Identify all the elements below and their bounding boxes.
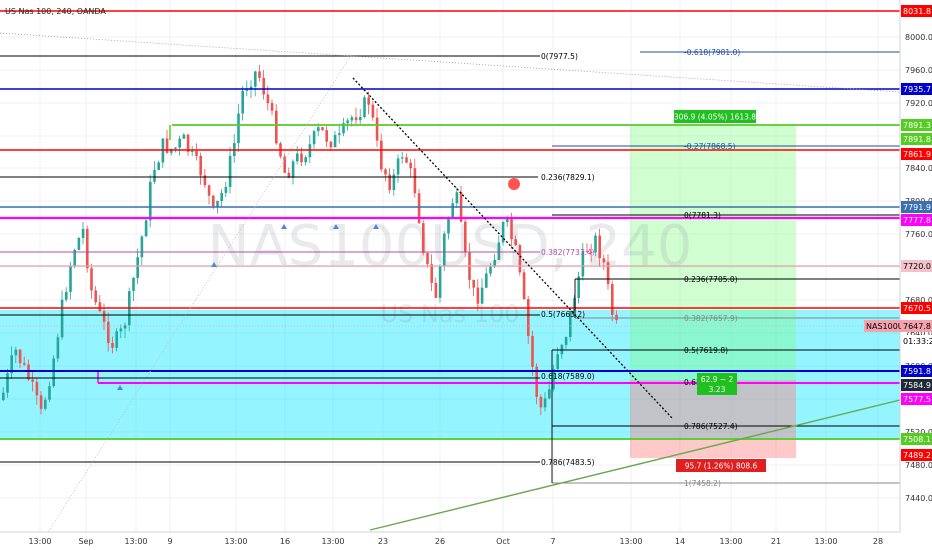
price-tag: 7720.0	[903, 262, 931, 271]
price-tag-bg	[901, 5, 932, 17]
price-tag-bg	[901, 214, 932, 226]
price-tag: 7861.9	[903, 150, 931, 159]
fib-label: -0.618(7981.0)	[684, 48, 740, 57]
y-tick-label: 7480.0	[905, 461, 932, 470]
price-tag-bg	[901, 320, 932, 332]
price-tag: 7935.7	[903, 85, 931, 94]
x-tick-label: 13:00	[719, 537, 742, 546]
position-stop-label: 95.7 (1.26%) 808.6	[676, 459, 766, 472]
price-tag: 8031.8	[903, 7, 931, 16]
fib-label: 0.618(7589.0)	[541, 372, 595, 381]
fib-label: 0(7781.3)	[684, 211, 721, 220]
fib-label: 0.5(7663.2)	[541, 310, 585, 319]
price-tag-bg	[901, 260, 932, 272]
position-target-zone[interactable]	[630, 126, 796, 380]
fib-label: 0.382(7737.4)	[541, 248, 595, 257]
fibonacci-lines	[0, 51, 900, 484]
y-tick-label: 7520.0	[905, 428, 932, 437]
x-tick-label: 28	[873, 537, 883, 546]
fib-label: 0.786(7483.5)	[541, 458, 595, 467]
fib-label: 0.5(7619.8)	[684, 346, 728, 355]
x-tick-label: Oct	[496, 537, 510, 546]
price-tag: 7508.1	[903, 435, 931, 444]
x-tick-label: 13:00	[28, 537, 51, 546]
price-tag-bg	[901, 133, 932, 145]
y-tick-label: 8000.0	[905, 33, 932, 42]
price-tag-bg	[901, 393, 932, 405]
position-target-label: 306.9 (4.05%) 1613.8	[674, 110, 756, 123]
svg-text:95.7 (1.26%) 808.6: 95.7 (1.26%) 808.6	[685, 462, 758, 471]
y-tick-label: 7840.0	[905, 164, 932, 173]
arrow-up-markers	[117, 224, 379, 390]
x-tick-label: 13:00	[814, 537, 837, 546]
y-tick-label: 7680.0	[905, 296, 932, 305]
y-tick-label: 7960.0	[905, 66, 932, 75]
price-tag-bg	[901, 201, 932, 213]
price-tag-bg	[901, 302, 932, 314]
price-axis[interactable]: 8000.07960.07920.07880.07840.07800.07760…	[864, 0, 932, 532]
x-tick-label: 13:00	[124, 537, 147, 546]
svg-text:3.23: 3.23	[709, 385, 726, 394]
highlight-marker	[508, 178, 520, 190]
time-axis[interactable]: 13:00 Sep 13:00 9 13:00 16 13:00 23 26 Oct 7 13:00 1…	[0, 531, 932, 550]
svg-text:62.9 ~ 2: 62.9 ~ 2	[701, 375, 734, 384]
trend-lines	[0, 32, 901, 546]
price-tag-bg	[901, 379, 932, 391]
y-tick-label: 7640.0	[905, 329, 932, 338]
price-tag: 01:33:21	[903, 337, 932, 346]
x-tick-label: 7	[550, 537, 555, 546]
price-tag: 7647.8	[903, 322, 931, 331]
x-tick-label: 13:00	[321, 537, 344, 546]
y-tick-label: 7920.0	[905, 99, 932, 108]
y-tick-label: 7440.0	[905, 494, 932, 503]
x-tick-label: 16	[280, 537, 290, 546]
price-tag: 7577.5	[903, 395, 931, 404]
fib-label: 0.786(7527.4)	[684, 422, 738, 431]
price-tag: 7584.9	[903, 381, 931, 390]
price-tag-bg	[901, 83, 932, 95]
price-tag-bg	[901, 433, 932, 445]
fib-label: 0.382(7657.9)	[684, 314, 738, 323]
price-tag-bg	[901, 449, 932, 461]
price-tag: 7891.8	[903, 135, 931, 144]
price-tag: 7891.3	[903, 121, 931, 130]
fib-labels: 0(7977.5) -0.618(7981.0) -0.27(7868.5) 0…	[541, 48, 740, 488]
price-tag-bg	[901, 148, 932, 160]
price-tag: 7777.8	[903, 216, 931, 225]
price-tag: NAS100USD	[866, 322, 915, 331]
position-ratio-label: 62.9 ~ 2 3.23	[697, 373, 737, 395]
support-zone	[0, 310, 900, 440]
fib-label: 0.236(7705.0)	[684, 275, 738, 284]
x-tick-label: 14	[675, 537, 685, 546]
fib-label: 0(7977.5)	[541, 52, 578, 61]
x-tick-label: 13:00	[619, 537, 642, 546]
x-tick-label: 21	[771, 537, 781, 546]
fib-label: -0.27(7868.5)	[684, 142, 736, 151]
watermark-name: US Nas 100	[380, 300, 519, 328]
partial-fib-label: 0.61	[684, 378, 701, 387]
x-tick-label: 26	[435, 537, 445, 546]
price-tag: 7489.2	[903, 451, 931, 460]
price-tag-bg	[901, 335, 932, 347]
price-tag-bg	[901, 365, 932, 377]
price-tag-bg	[901, 119, 932, 131]
horizontal-levels	[0, 10, 900, 440]
x-tick-label: 23	[378, 537, 388, 546]
chart-title: US Nas 100, 240, OANDA	[5, 7, 106, 16]
y-tick-label: 7760.0	[905, 230, 932, 239]
fib-label: 1(7458.2)	[684, 479, 721, 488]
x-tick-label: 13:00	[224, 537, 247, 546]
svg-text:306.9 (4.05%) 1613.8: 306.9 (4.05%) 1613.8	[674, 113, 756, 122]
price-tag: 7791.9	[903, 203, 931, 212]
price-tag-bg	[864, 320, 901, 332]
x-tick-label: 9	[167, 537, 172, 546]
x-tick-label: Sep	[78, 537, 93, 546]
price-tag: 7591.8	[903, 367, 931, 376]
fib-label: 0.236(7829.1)	[541, 173, 595, 182]
price-tag: 7670.5	[903, 304, 931, 313]
watermark-symbol: NAS100USD, 240	[208, 214, 693, 279]
